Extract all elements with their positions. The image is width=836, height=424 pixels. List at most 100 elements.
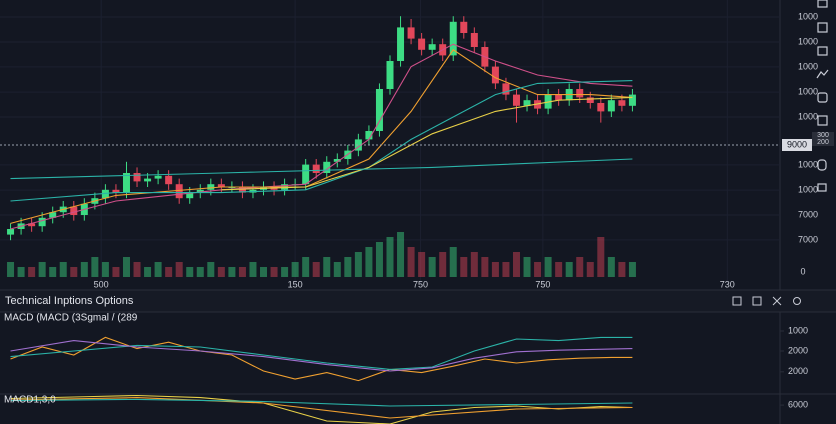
y-tick-label: 2000 <box>788 366 808 376</box>
tool-icon[interactable] <box>816 69 829 79</box>
volume-bar <box>101 262 109 277</box>
volume-bar <box>7 262 15 277</box>
volume-bar <box>523 257 531 277</box>
indicator-header <box>0 290 836 312</box>
candle-body <box>628 94 636 106</box>
volume-bar <box>628 262 636 277</box>
candle-body <box>122 173 130 193</box>
volume-bar <box>207 262 215 277</box>
y-tick-label: 1000 <box>798 184 818 194</box>
volume-bar <box>49 267 57 277</box>
y-tick-label: 1000 <box>798 111 818 121</box>
price-label-bg <box>782 139 812 151</box>
y-tick-label: 2000 <box>788 345 808 355</box>
candle-body <box>375 89 383 131</box>
candle-body <box>196 189 204 193</box>
tool-icon[interactable] <box>817 159 827 171</box>
candle-body <box>365 131 373 140</box>
y-tick-label: 7000 <box>798 234 818 244</box>
volume-bar <box>491 262 499 277</box>
panel-lines <box>10 394 633 424</box>
candle-body <box>491 66 499 84</box>
volume-bar <box>597 237 605 277</box>
y-tick-label: 1000 <box>798 36 818 46</box>
candle-body <box>386 61 394 89</box>
candle-body <box>154 175 162 179</box>
candle-body <box>217 184 225 187</box>
volume-bar <box>38 262 46 277</box>
candle-body <box>449 21 457 56</box>
tool-icon[interactable] <box>817 46 828 56</box>
candle-body <box>354 139 362 151</box>
volume-bar <box>112 267 120 277</box>
candle-body <box>607 100 615 112</box>
y-tick-label: 1000 <box>798 61 818 71</box>
price-badge: 200 <box>817 139 829 146</box>
volume-bar <box>407 247 415 277</box>
tool-icon[interactable] <box>817 22 828 33</box>
volume-bar <box>249 262 257 277</box>
volume-bar <box>133 262 141 277</box>
volume-bar <box>17 267 25 277</box>
volume-bar <box>565 262 573 277</box>
y-tick-label: 1000 <box>798 11 818 21</box>
volume-bar <box>175 262 183 277</box>
candle-body <box>523 100 531 106</box>
tool-icon[interactable] <box>817 115 828 126</box>
volume-bar <box>291 262 299 277</box>
candle-body <box>133 173 141 182</box>
volume-bar <box>59 262 67 277</box>
volume-bar <box>80 262 88 277</box>
candle-body <box>512 94 520 106</box>
y-tick-label: 1000 <box>798 159 818 169</box>
indicator-line <box>10 49 633 224</box>
indicator-line <box>10 336 633 382</box>
tool-icon[interactable] <box>817 92 828 103</box>
volume-bar <box>238 267 246 277</box>
indicator-line <box>10 158 633 180</box>
volume-bar <box>323 257 331 277</box>
volume-bar <box>481 257 489 277</box>
tool-icon[interactable] <box>817 0 828 8</box>
volume-bar <box>186 267 194 277</box>
y-tick-label: 1000 <box>798 86 818 96</box>
volume-bar <box>470 252 478 277</box>
candle-body <box>112 189 120 193</box>
indicator-line <box>10 336 633 370</box>
volume-bar <box>544 257 552 277</box>
volume-bar <box>144 267 152 277</box>
candle-body <box>312 164 320 173</box>
settings-button[interactable] <box>793 297 801 305</box>
indicator-line <box>10 397 633 419</box>
tool-icon[interactable] <box>817 183 827 192</box>
collapse-button[interactable] <box>732 296 742 306</box>
volume-bar <box>512 252 520 277</box>
panel-label: MACD1,3,0 <box>4 395 56 406</box>
indicator-line <box>10 43 633 230</box>
indicator-line <box>221 96 633 191</box>
volume-bar <box>555 262 563 277</box>
panel-lines <box>10 336 633 382</box>
maximize-button[interactable] <box>752 296 762 306</box>
candle-body <box>186 192 194 199</box>
x-tick-label: 750 <box>413 279 428 289</box>
candle-body <box>576 89 584 98</box>
candle-body <box>302 164 310 185</box>
indicator-line <box>10 398 633 407</box>
volume-bar <box>196 267 204 277</box>
x-tick-label: 500 <box>94 279 109 289</box>
volume-bar <box>312 262 320 277</box>
x-tick-label: 750 <box>535 279 550 289</box>
candle-body <box>586 97 594 103</box>
volume-bar <box>386 237 394 277</box>
close-button[interactable] <box>772 296 782 306</box>
volume-bar <box>397 232 405 277</box>
volume-bar <box>586 262 594 277</box>
candle-body <box>7 229 15 235</box>
volume-bar <box>607 257 615 277</box>
badge-bg <box>812 132 834 146</box>
candle-body <box>175 184 183 199</box>
volume-bar <box>428 257 436 277</box>
